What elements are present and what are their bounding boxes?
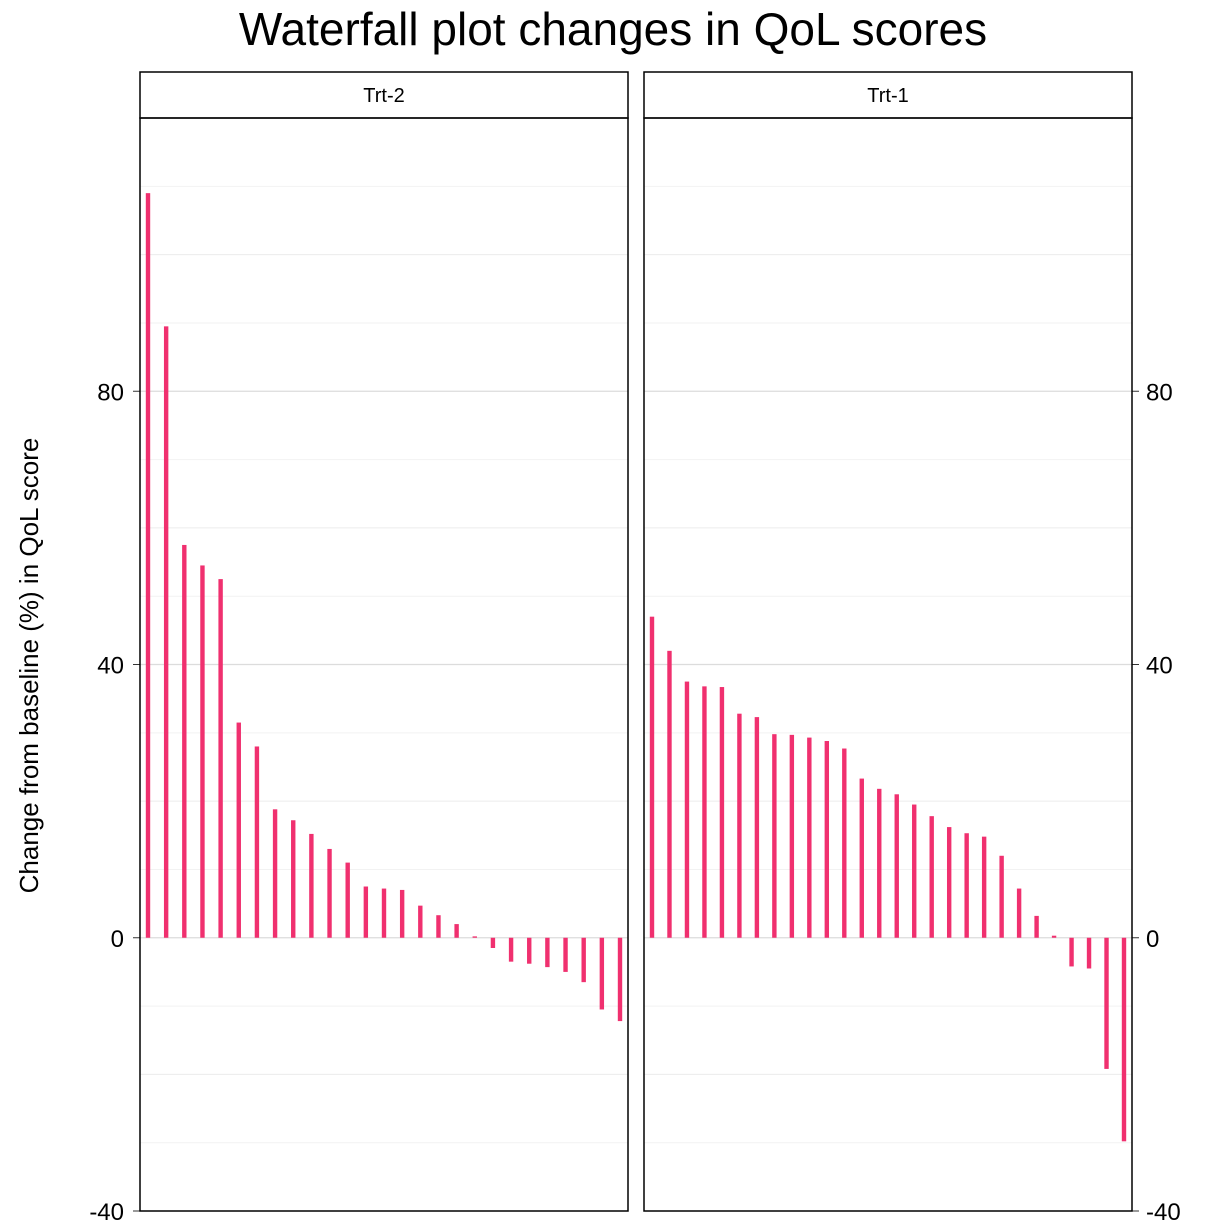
waterfall-bar	[200, 565, 205, 938]
waterfall-bar	[807, 737, 812, 938]
waterfall-bar	[929, 816, 934, 938]
waterfall-bar	[789, 734, 795, 938]
waterfall-bar	[772, 734, 777, 938]
waterfall-bar	[684, 681, 690, 938]
waterfall-bar	[999, 855, 1004, 938]
waterfall-bar	[291, 820, 296, 938]
y-tick-label-left: 0	[111, 926, 124, 953]
waterfall-bar	[946, 827, 952, 938]
facet-strip	[139, 71, 629, 119]
chart-title: Waterfall plot changes in QoL scores	[239, 3, 987, 55]
waterfall-bar	[1069, 937, 1074, 967]
facet-strip	[643, 71, 1133, 119]
waterfall-bar	[254, 746, 260, 938]
waterfall-bar	[1121, 937, 1127, 1142]
y-axis-title: Change from baseline (%) in QoL score	[14, 438, 44, 894]
waterfall-bar	[182, 544, 187, 938]
facet-strip-label: Trt-2	[363, 85, 404, 107]
waterfall-bar	[1016, 888, 1022, 938]
waterfall-bar	[617, 937, 623, 1022]
facet-strip-label: Trt-1	[867, 85, 908, 107]
waterfall-bar	[508, 937, 514, 962]
waterfall-bar	[719, 687, 725, 938]
waterfall-bar	[1034, 915, 1039, 938]
waterfall-bar	[859, 778, 864, 938]
facet-panel-border	[139, 117, 629, 1212]
waterfall-bar	[163, 326, 169, 938]
waterfall-bar	[381, 888, 387, 938]
waterfall-bar	[1086, 937, 1092, 969]
waterfall-bar	[309, 833, 314, 938]
waterfall-bar	[236, 722, 241, 938]
y-tick-label-right: 80	[1146, 379, 1173, 406]
waterfall-bar	[1104, 937, 1109, 1069]
y-tick-label-left: 40	[97, 653, 124, 680]
waterfall-bar	[454, 924, 459, 938]
y-tick-label-left: -40	[89, 1199, 124, 1226]
waterfall-bar	[581, 937, 586, 983]
waterfall-bar	[894, 794, 899, 938]
waterfall-bar	[399, 889, 405, 938]
y-tick-label-left: 80	[97, 379, 124, 406]
waterfall-bar	[667, 650, 672, 938]
waterfall-bar	[912, 804, 917, 938]
waterfall-bar	[649, 616, 655, 938]
waterfall-bar	[345, 862, 350, 938]
y-tick-label-right: -40	[1146, 1199, 1181, 1226]
facet-panel-border	[643, 117, 1133, 1212]
y-tick-label-right: 0	[1146, 926, 1159, 953]
y-tick-label-right: 40	[1146, 653, 1173, 680]
waterfall-bar	[490, 937, 496, 948]
waterfall-bar	[472, 936, 477, 938]
waterfall-bar	[702, 686, 707, 938]
waterfall-bar	[545, 937, 550, 968]
waterfall-bar	[877, 788, 882, 938]
waterfall-bar	[981, 836, 987, 938]
waterfall-bar	[599, 937, 605, 1010]
waterfall-bar	[327, 848, 332, 938]
waterfall-bar	[563, 937, 568, 972]
waterfall-bar	[1051, 935, 1057, 938]
chart-body: Change from baseline (%) in QoL score -40…	[14, 71, 1181, 1226]
waterfall-bar	[824, 741, 830, 938]
waterfall-bar	[737, 713, 742, 938]
waterfall-bar	[418, 905, 423, 938]
waterfall-bar	[436, 915, 441, 938]
waterfall-bar	[842, 748, 847, 938]
waterfall-bar	[754, 717, 760, 938]
waterfall-bar	[964, 833, 969, 938]
waterfall-bar	[218, 579, 223, 938]
waterfall-bar	[527, 937, 532, 964]
waterfall-bar	[272, 809, 278, 938]
waterfall-bar	[363, 886, 369, 938]
waterfall-bar	[145, 193, 151, 938]
